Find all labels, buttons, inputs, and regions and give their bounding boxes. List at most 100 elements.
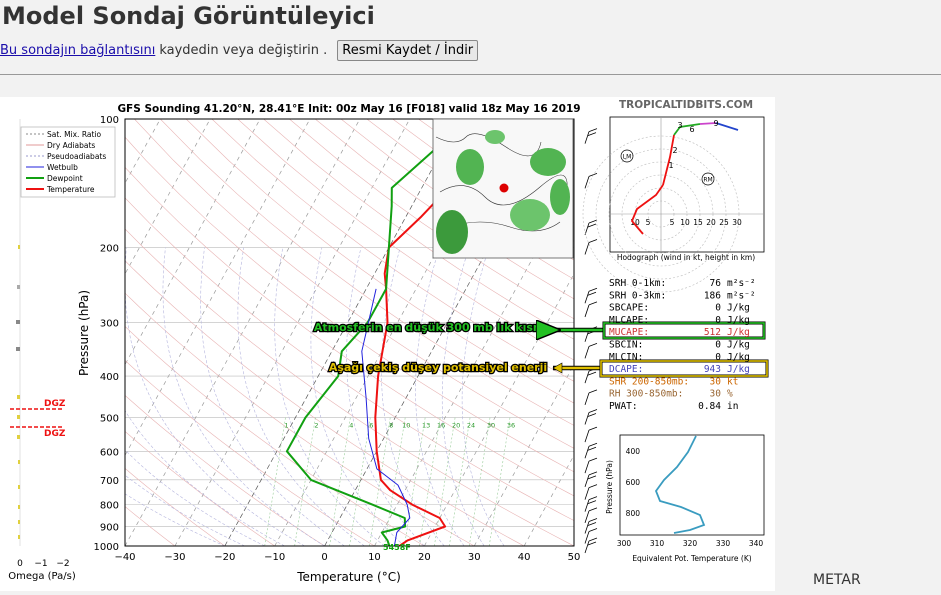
x-tick-label: 40 <box>518 552 531 563</box>
omega-bar <box>18 460 20 464</box>
wind-barb <box>584 540 590 554</box>
legend-label: Dry Adiabats <box>47 141 95 150</box>
wind-barb <box>584 412 590 425</box>
y-tick-label: 900 <box>100 522 119 533</box>
omega-bar <box>17 435 20 439</box>
index-unit: m²s⁻² <box>727 278 756 289</box>
pseudoadiabat <box>441 247 485 546</box>
mixing-ratio-label: 16 <box>437 422 445 430</box>
index-name: RH 300-850mb: <box>609 389 683 400</box>
dry-adiabat <box>125 467 225 546</box>
hodograph-trace-low <box>630 184 664 235</box>
wind-barb-flag <box>588 457 598 462</box>
x-tick-label: −40 <box>114 552 135 563</box>
dry-adiabat <box>263 119 574 340</box>
index-unit: J/kg <box>727 340 750 351</box>
legend-label: Wetbulb <box>47 163 78 172</box>
mixing-ratio-label: 10 <box>402 422 410 430</box>
isotherm <box>374 182 574 546</box>
pseudoadiabat <box>125 247 305 546</box>
omega-bar <box>18 485 20 489</box>
dry-adiabat <box>125 228 574 546</box>
dry-adiabat <box>125 430 275 546</box>
y-tick-label: 500 <box>100 413 119 424</box>
wind-barb-flag <box>588 507 598 512</box>
omega-bar <box>17 285 20 289</box>
dry-adiabat <box>125 360 375 546</box>
index-name: SRH 0-3km: <box>609 290 666 301</box>
sounding-link[interactable]: Bu sondajın bağlantısını <box>0 43 156 58</box>
mixing-ratio-line <box>264 417 286 546</box>
theta-e-y-tick: 400 <box>626 447 641 456</box>
index-unit: J/kg <box>727 352 750 363</box>
dry-adiabat <box>125 197 574 521</box>
wind-barb-flag <box>588 496 598 500</box>
y-tick-label: 1000 <box>94 542 119 553</box>
index-unit: J/kg <box>727 364 750 375</box>
hodograph-ring-label: 20 <box>706 218 716 227</box>
index-unit: m²s⁻² <box>727 290 756 301</box>
dry-adiabat <box>185 119 574 404</box>
omega-bar <box>17 415 20 419</box>
wind-barb-flag <box>588 239 598 243</box>
wind-barb-flag <box>587 475 597 480</box>
theta-e-y-tick: 600 <box>626 478 641 487</box>
pseudoadiabat <box>461 247 505 546</box>
mixing-ratio-label: 2 <box>314 422 318 430</box>
save-image-button[interactable]: Resmi Kaydet / İndir <box>337 40 479 61</box>
index-value: 30 <box>710 389 722 400</box>
wind-barb-flag <box>588 442 598 447</box>
link-suffix-text: kaydedin veya değiştirin . <box>159 43 328 58</box>
index-value: 0 <box>715 303 721 314</box>
pseudoadiabat <box>200 247 345 546</box>
sounding-chart: GFS Sounding 41.20°N, 28.41°E Init: 00z … <box>8 99 769 584</box>
index-value: 0 <box>715 340 721 351</box>
theta-e-xlabel: Equivalent Pot. Temperature (K) <box>632 554 751 563</box>
index-value: 186 <box>704 290 721 301</box>
theta-e-x-tick: 310 <box>650 539 665 548</box>
omega-tick: −1 <box>34 559 47 569</box>
mixing-ratio-line <box>468 417 491 546</box>
isotherm <box>125 119 261 366</box>
index-unit: J/kg <box>727 303 750 314</box>
mixing-ratio-line <box>384 417 406 546</box>
legend-label: Temperature <box>46 185 95 194</box>
theta-e-x-tick: 300 <box>617 539 632 548</box>
omega-bar <box>17 395 20 399</box>
x-tick-label: −20 <box>214 552 235 563</box>
y-tick-label: 200 <box>100 244 119 255</box>
pseudoadiabat <box>415 247 465 546</box>
wind-barbs <box>584 128 598 554</box>
wind-barb <box>584 346 590 359</box>
map-inset <box>432 118 574 259</box>
hodograph-ring-label: 5 <box>670 218 675 227</box>
wind-barb <box>584 499 590 512</box>
wind-barb <box>584 510 590 523</box>
annotation-dcape: Aşağı çekiş düşey potansiyel enerji <box>328 359 769 378</box>
pseudoadiabat <box>381 247 445 546</box>
wind-barb-flag <box>588 287 598 292</box>
index-name: DCAPE: <box>609 364 643 375</box>
hodograph-ring-label: 25 <box>719 218 729 227</box>
dry-adiabat <box>211 119 574 382</box>
wind-barb-flag <box>588 342 598 347</box>
wind-barb <box>584 304 590 318</box>
wind-barb <box>584 131 590 144</box>
hodograph-ring-label: 10 <box>630 218 640 227</box>
y-tick-label: 400 <box>100 372 119 383</box>
pseudoadiabat <box>237 247 365 546</box>
dry-adiabat <box>125 260 525 546</box>
wind-barb-flag <box>588 301 598 306</box>
metar-label[interactable]: METAR <box>813 572 861 588</box>
wind-barb-flag <box>587 522 597 526</box>
x-tick-label: 30 <box>468 552 481 563</box>
wind-barb <box>584 487 590 500</box>
hodograph-trace-upper <box>673 123 701 136</box>
y-tick-label: 600 <box>100 447 119 458</box>
legend-label: Pseudoadiabats <box>47 152 106 161</box>
wind-barb-flag <box>587 500 597 504</box>
pseudoadiabat <box>125 493 225 546</box>
index-name: MUCAPE: <box>609 327 649 338</box>
mixing-ratio-label: 36 <box>507 422 515 430</box>
dry-adiabat <box>125 394 325 546</box>
